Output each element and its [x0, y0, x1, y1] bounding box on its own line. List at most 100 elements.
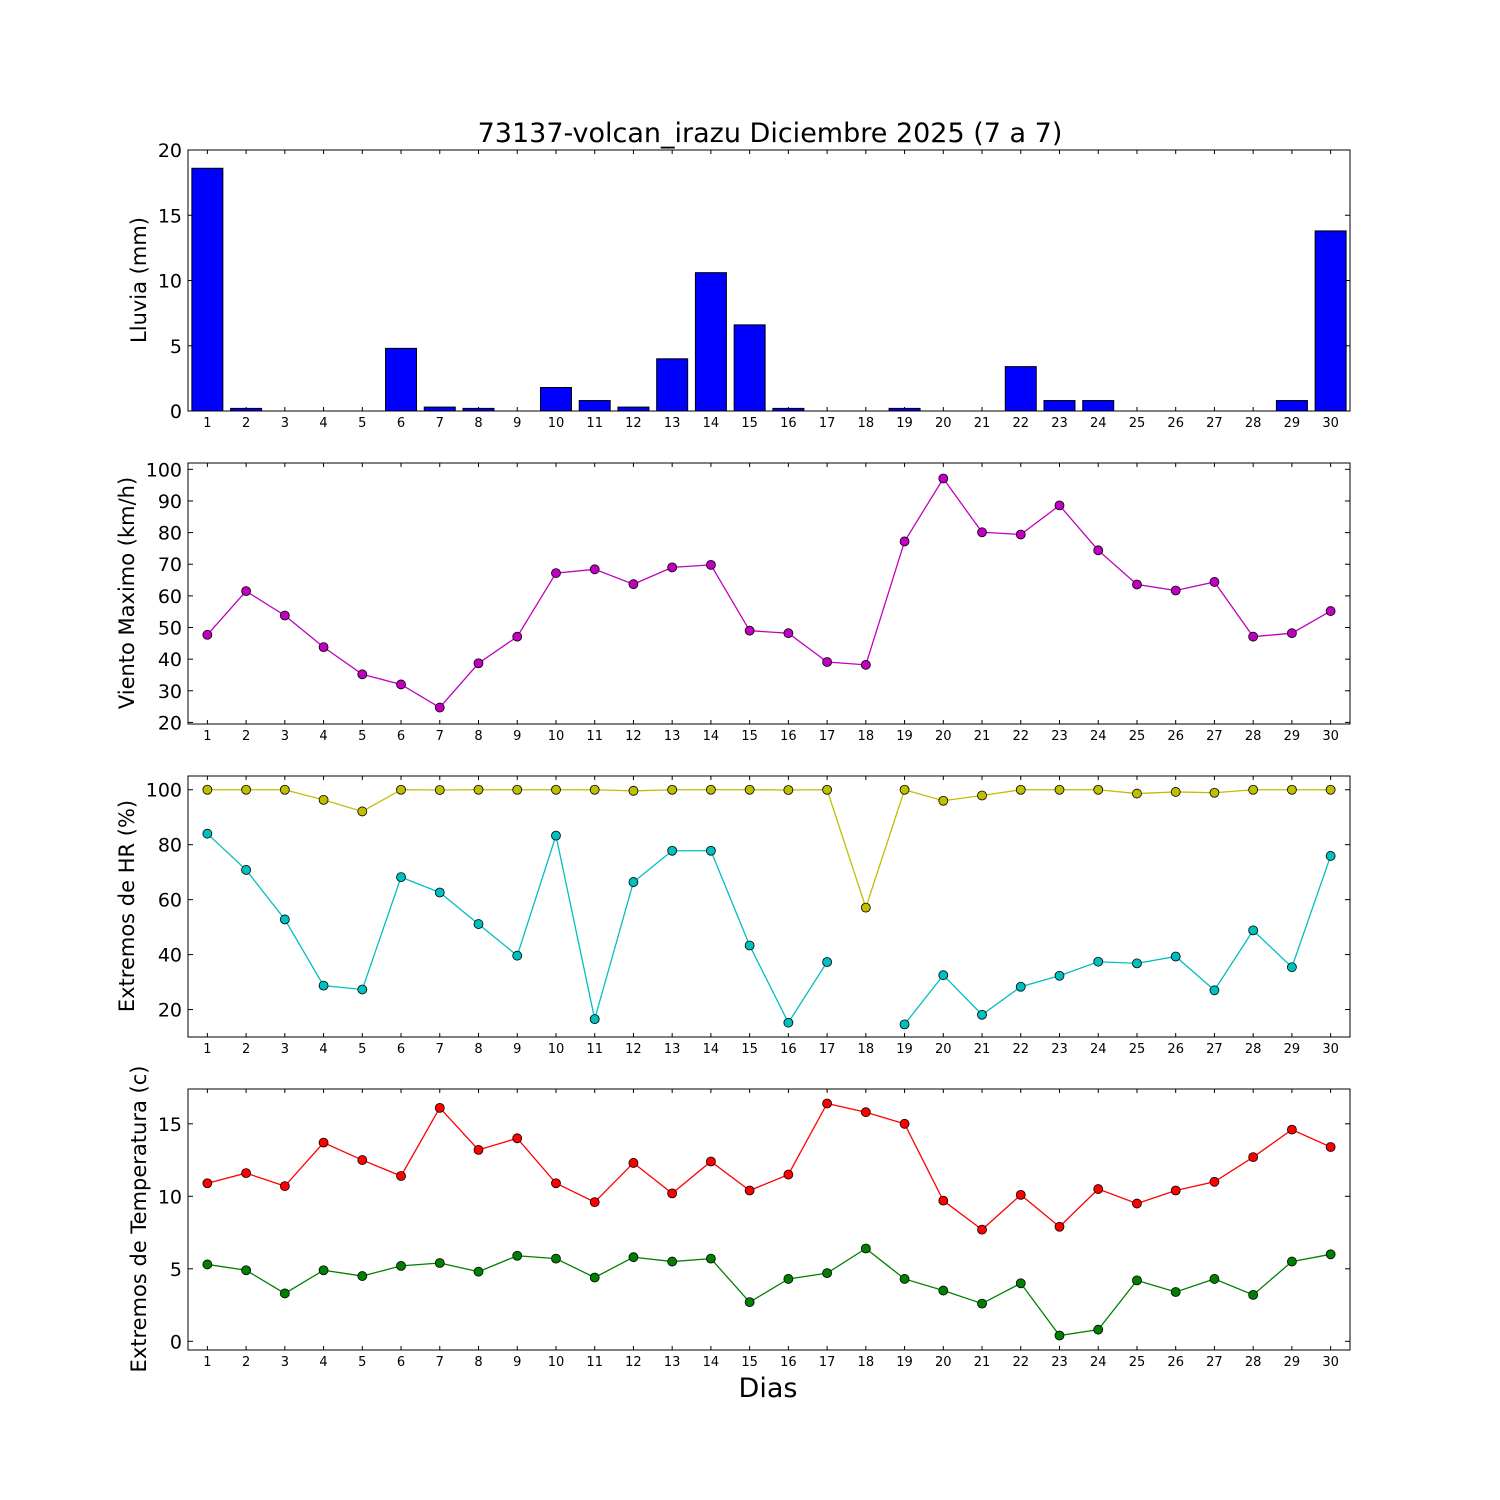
temperature-xtick-label: 18	[858, 1355, 875, 1370]
humidity-series-point-1	[667, 845, 678, 856]
rain-bar	[423, 406, 456, 412]
rain-bar	[462, 407, 495, 412]
rain-bar	[772, 407, 805, 412]
rain-xtick-label: 1	[203, 416, 211, 431]
wind-series-point-0	[396, 679, 406, 690]
temperature-series-point-1	[1209, 1274, 1220, 1284]
humidity-series-point-0	[512, 784, 523, 795]
rain-xtick-label: 11	[586, 416, 603, 431]
humidity-xtick-label: 3	[281, 1042, 289, 1057]
humidity-series-point-0	[860, 902, 871, 913]
rain-xtick-label: 6	[397, 416, 405, 431]
wind-series-line-0	[206, 477, 1331, 709]
rain-ytick-label: 20	[158, 140, 182, 162]
wind-xtick-label: 29	[1284, 729, 1301, 744]
rain-xtick-label: 7	[436, 416, 444, 431]
humidity-ytick-label: 100	[146, 780, 182, 802]
temperature-xtick-label: 3	[281, 1355, 289, 1370]
rain-xtick-label: 27	[1206, 416, 1223, 431]
chart-title: 73137-volcan_irazu Diciembre 2025 (7 a 7…	[478, 118, 1063, 149]
temperature-series-point-0	[318, 1137, 329, 1148]
humidity-series-point-0	[551, 784, 561, 795]
humidity-ytick-label: 20	[158, 1000, 182, 1022]
wind-series-point-0	[357, 669, 368, 680]
humidity-xtick-label: 7	[436, 1042, 444, 1057]
temperature-series-point-0	[977, 1224, 987, 1235]
temperature-xtick-label: 19	[896, 1355, 913, 1370]
rain-bar	[888, 407, 921, 412]
wind-ytick-label: 20	[158, 712, 182, 734]
temperature-xtick-label: 8	[474, 1355, 482, 1370]
temperature-xtick-label: 21	[974, 1355, 991, 1370]
humidity-series-point-0	[1170, 787, 1181, 797]
humidity-ytick-label: 80	[158, 835, 182, 857]
wind-series-point-0	[744, 625, 755, 636]
humidity-xtick-label: 5	[358, 1042, 366, 1057]
temperature-series-point-1	[977, 1298, 987, 1309]
wind-xtick-label: 15	[741, 729, 758, 744]
humidity-series-point-0	[357, 806, 368, 817]
humidity-series-point-1	[977, 1009, 987, 1020]
temperature-xtick-label: 11	[586, 1355, 603, 1370]
wind-ytick-label: 40	[158, 649, 182, 671]
humidity-series-point-0	[977, 790, 987, 801]
wind-xtick-label: 14	[703, 729, 720, 744]
temperature-xtick-label: 29	[1284, 1355, 1301, 1370]
wind-ytick-label: 90	[158, 491, 182, 513]
rain-xtick-label: 9	[513, 416, 521, 431]
rain-bar	[1314, 230, 1347, 412]
temperature-xtick-label: 26	[1167, 1355, 1184, 1370]
humidity-series-point-0	[1325, 784, 1336, 795]
humidity-series-point-1	[512, 950, 523, 961]
humidity-xtick-label: 1	[203, 1042, 211, 1057]
rain-bar	[230, 407, 263, 412]
wind-xtick-label: 21	[974, 729, 991, 744]
humidity-series-point-0	[667, 784, 678, 795]
humidity-series-point-1	[551, 830, 561, 841]
temperature-xtick-label: 14	[703, 1355, 720, 1370]
rain-bar	[1004, 366, 1037, 412]
wind-series-point-0	[1093, 545, 1104, 556]
temperature-series-point-0	[1132, 1198, 1142, 1209]
humidity-series-point-1	[241, 865, 252, 875]
humidity-series-line-1	[904, 855, 1332, 1025]
temperature-series-point-0	[241, 1168, 252, 1178]
temperature-series-point-1	[706, 1253, 716, 1264]
humidity-series-point-1	[279, 914, 290, 925]
temperature-series-point-0	[1209, 1176, 1220, 1187]
rain-xtick-label: 25	[1129, 416, 1146, 431]
wind-series-point-0	[1054, 500, 1065, 511]
temperature-series-point-1	[551, 1253, 561, 1264]
rain-bar	[191, 167, 224, 412]
temperature-series-point-1	[241, 1265, 252, 1276]
temperature-xtick-label: 15	[741, 1355, 758, 1370]
humidity-series-point-0	[822, 784, 832, 795]
temperature-series-point-1	[318, 1265, 329, 1276]
temperature-xtick-label: 7	[436, 1355, 444, 1370]
wind-ytick-label: 60	[158, 586, 182, 608]
humidity-series-point-0	[396, 784, 406, 795]
temperature-ytick-label: 5	[170, 1259, 182, 1281]
rain-xtick-label: 26	[1167, 416, 1184, 431]
temperature-series-point-0	[357, 1155, 368, 1165]
rain-bar	[1082, 400, 1115, 412]
humidity-ylabel: Extremos de HR (%)	[115, 800, 139, 1012]
wind-plot-frame	[187, 462, 1351, 725]
wind-xtick-label: 28	[1245, 729, 1262, 744]
wind-series-point-0	[938, 473, 949, 484]
wind-series-point-0	[860, 659, 871, 670]
rain-xtick-label: 30	[1322, 416, 1339, 431]
humidity-series-point-1	[1209, 985, 1220, 996]
wind-xtick-label: 25	[1129, 729, 1146, 744]
wind-xtick-label: 20	[935, 729, 952, 744]
wind-series-point-0	[822, 657, 832, 667]
temperature-series-point-0	[899, 1118, 910, 1129]
temperature-series-point-0	[860, 1107, 871, 1118]
temperature-series-point-1	[473, 1266, 484, 1277]
rain-ytick-label: 15	[158, 205, 182, 227]
humidity-series-point-1	[822, 957, 832, 967]
temperature-series-point-0	[1015, 1189, 1026, 1200]
rain-xtick-label: 14	[703, 416, 720, 431]
humidity-xtick-label: 16	[780, 1042, 797, 1057]
humidity-series-point-1	[1132, 958, 1142, 969]
